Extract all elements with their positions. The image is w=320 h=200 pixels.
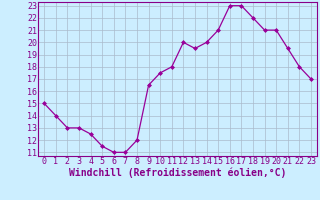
X-axis label: Windchill (Refroidissement éolien,°C): Windchill (Refroidissement éolien,°C) [69, 168, 286, 178]
